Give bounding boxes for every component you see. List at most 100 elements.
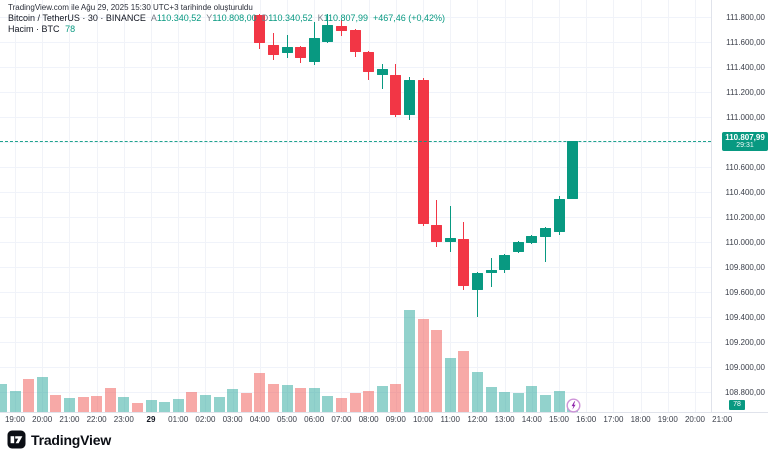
time-axis-label: 05:00	[276, 415, 298, 424]
candle-body	[526, 236, 538, 243]
symbol-legend: Bitcoin / TetherUS · 30 · BINANCE A110.34…	[8, 13, 445, 23]
close-label: K	[317, 13, 324, 23]
time-axis-label: 02:00	[195, 415, 216, 424]
price-axis-label: 110.200,00	[725, 213, 765, 222]
volume-bar	[431, 330, 443, 412]
price-gridline	[0, 292, 711, 293]
time-axis-border[interactable]	[0, 412, 768, 413]
low-label: D	[261, 13, 269, 23]
candle-body	[335, 26, 347, 31]
event-flash-icon[interactable]	[566, 398, 581, 413]
candle-wick	[476, 272, 478, 317]
price-gridline	[0, 392, 711, 393]
price-gridline	[0, 267, 711, 268]
volume-bar	[91, 396, 103, 412]
time-axis-label: 11:00	[440, 415, 460, 424]
volume-bar	[36, 376, 48, 412]
volume-bar	[172, 398, 184, 412]
price-axis-label: 111.200,00	[726, 88, 765, 97]
volume-bar	[335, 397, 347, 412]
candle-body	[267, 45, 279, 55]
time-gridline	[15, 0, 16, 412]
volume-bar	[485, 386, 497, 412]
price-gridline	[0, 17, 711, 18]
time-axis-label: 17:00	[603, 415, 624, 424]
time-axis-label: 29	[146, 415, 156, 424]
price-axis-label: 110.000,00	[725, 238, 765, 247]
volume-bar	[145, 400, 157, 412]
time-gridline	[695, 0, 696, 412]
volume-bar	[50, 394, 62, 412]
volume-bar	[390, 383, 402, 412]
volume-bar	[349, 392, 361, 412]
open-label: A	[150, 13, 157, 23]
price-gridline	[0, 367, 711, 368]
time-axis-label: 03:00	[222, 415, 243, 424]
price-gridline	[0, 317, 711, 318]
time-axis-label: 12:00	[467, 415, 488, 424]
time-gridline	[205, 0, 207, 412]
volume-separator: ·	[36, 24, 40, 34]
price-gridline	[0, 192, 711, 193]
candle-body	[376, 68, 388, 75]
candle-wick	[449, 206, 451, 252]
candle-wick	[286, 35, 288, 58]
price-axis-label: 109.000,00	[724, 363, 765, 372]
price-axis-border[interactable]	[711, 0, 712, 412]
price-axis-label: 109.200,00	[724, 338, 765, 347]
volume-bar	[267, 383, 279, 412]
time-gridline	[613, 0, 615, 412]
price-axis-label: 108.800,00	[724, 388, 765, 397]
volume-bar	[403, 310, 415, 412]
time-gridline	[69, 0, 71, 412]
volume-legend: Hacim · BTC 78	[8, 24, 75, 34]
candle-body	[281, 47, 293, 53]
volume-bar	[104, 387, 116, 412]
time-axis-label: 19:00	[4, 415, 26, 424]
last-price-line	[0, 141, 711, 142]
price-axis-label: 110.400,00	[725, 188, 765, 197]
tradingview-logo[interactable]: TradingView	[7, 430, 111, 449]
price-gridline	[0, 242, 711, 243]
volume-bar	[458, 350, 470, 412]
snapshot-watermark: TradingView.com ile Ağu 29, 2025 15:30 U…	[8, 3, 253, 12]
volume-bar	[499, 391, 511, 412]
volume-bar	[23, 379, 35, 412]
time-gridline	[259, 0, 261, 412]
candle-body	[417, 80, 429, 224]
time-gridline	[178, 0, 180, 412]
volume-bar	[159, 401, 171, 412]
bar-countdown: 29:31	[736, 141, 754, 149]
candle-body	[444, 238, 456, 242]
volume-bar	[213, 396, 225, 412]
time-gridline	[368, 0, 370, 412]
price-axis-label: 109.600,00	[724, 288, 765, 297]
candle-body	[485, 270, 497, 273]
time-gridline	[42, 0, 44, 412]
volume-bar	[376, 385, 388, 412]
time-axis-label: 08:00	[358, 415, 379, 424]
volume-bar	[240, 392, 252, 412]
time-gridline	[314, 0, 316, 412]
candle-body	[390, 75, 402, 115]
time-gridline	[341, 0, 343, 412]
time-axis-label: 04:00	[249, 415, 270, 424]
time-axis-label: 06:00	[304, 415, 325, 424]
last-price-value: 110.807,99	[725, 132, 765, 142]
candle-body	[553, 199, 565, 232]
time-axis-label: 16:00	[576, 415, 597, 424]
time-axis-label: 19:00	[657, 415, 678, 424]
volume-bar	[308, 387, 320, 412]
candle-body	[363, 52, 375, 72]
time-axis-label: 14:00	[521, 415, 542, 424]
candle-body	[458, 239, 470, 286]
price-axis-label: 111.600,00	[726, 38, 765, 47]
volume-bar	[118, 396, 130, 412]
high-label: Y	[206, 13, 213, 23]
time-axis-label: 15:00	[548, 415, 570, 424]
volume-bar	[526, 385, 538, 412]
volume-bar	[539, 394, 551, 412]
time-gridline	[667, 0, 669, 412]
